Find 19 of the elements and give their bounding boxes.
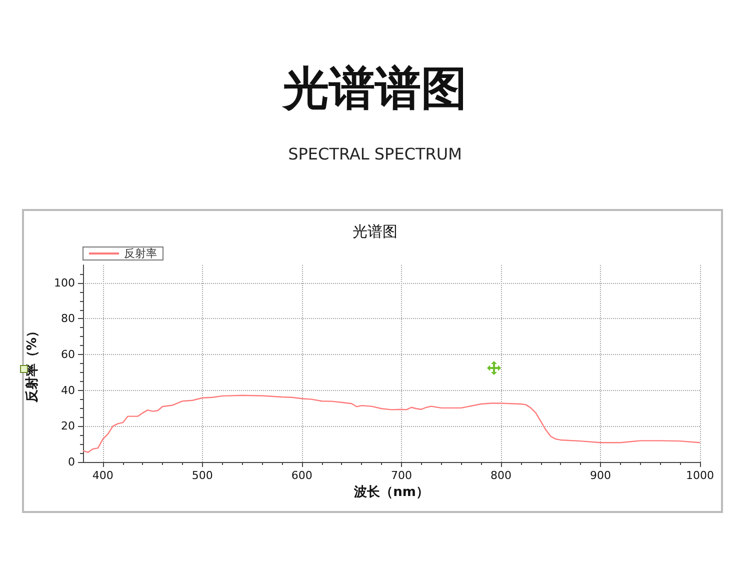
chart-subtitle: SPECTRAL SPECTRUM [288, 144, 462, 164]
x-tick-label: 900 [590, 469, 611, 482]
line-series [82, 394, 701, 453]
legend-label: 反射率 [124, 247, 157, 260]
text: 光谱图 [352, 222, 398, 240]
chart-title: 光谱谱图 [281, 61, 467, 115]
y-tick-label: 40 [61, 384, 75, 397]
x-tick-label: 1000 [686, 469, 714, 482]
x-tick-label: 700 [390, 469, 412, 482]
y-tick-label: 100 [54, 276, 75, 290]
y-tick-label: 20 [61, 420, 75, 433]
x-tick-label: 500 [192, 469, 213, 482]
y-tick-label: 60 [61, 348, 75, 362]
x-axis-title: 波长（nm） [353, 485, 429, 500]
y-tick-label: 0 [68, 456, 75, 468]
x-tick-label: 400 [92, 469, 114, 482]
x-tick-label: 600 [291, 469, 312, 482]
y-tick-label: 80 [61, 312, 75, 326]
x-tick-label: 800 [490, 469, 512, 482]
